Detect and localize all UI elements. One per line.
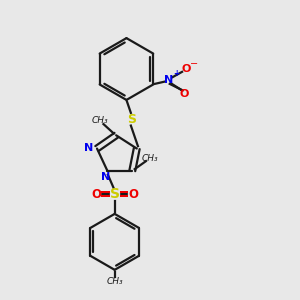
Text: −: −	[190, 59, 199, 70]
Text: O: O	[179, 89, 188, 99]
Text: O: O	[128, 188, 138, 201]
Text: N: N	[101, 172, 110, 182]
Text: S: S	[127, 112, 136, 126]
Text: CH₃: CH₃	[106, 277, 123, 286]
Text: N: N	[164, 75, 173, 85]
Text: CH₃: CH₃	[142, 154, 158, 163]
Text: O: O	[182, 64, 191, 74]
Text: O: O	[92, 188, 101, 201]
Text: +: +	[173, 69, 180, 78]
Text: N: N	[84, 143, 93, 153]
Text: S: S	[110, 187, 120, 201]
Text: CH₃: CH₃	[92, 116, 108, 125]
